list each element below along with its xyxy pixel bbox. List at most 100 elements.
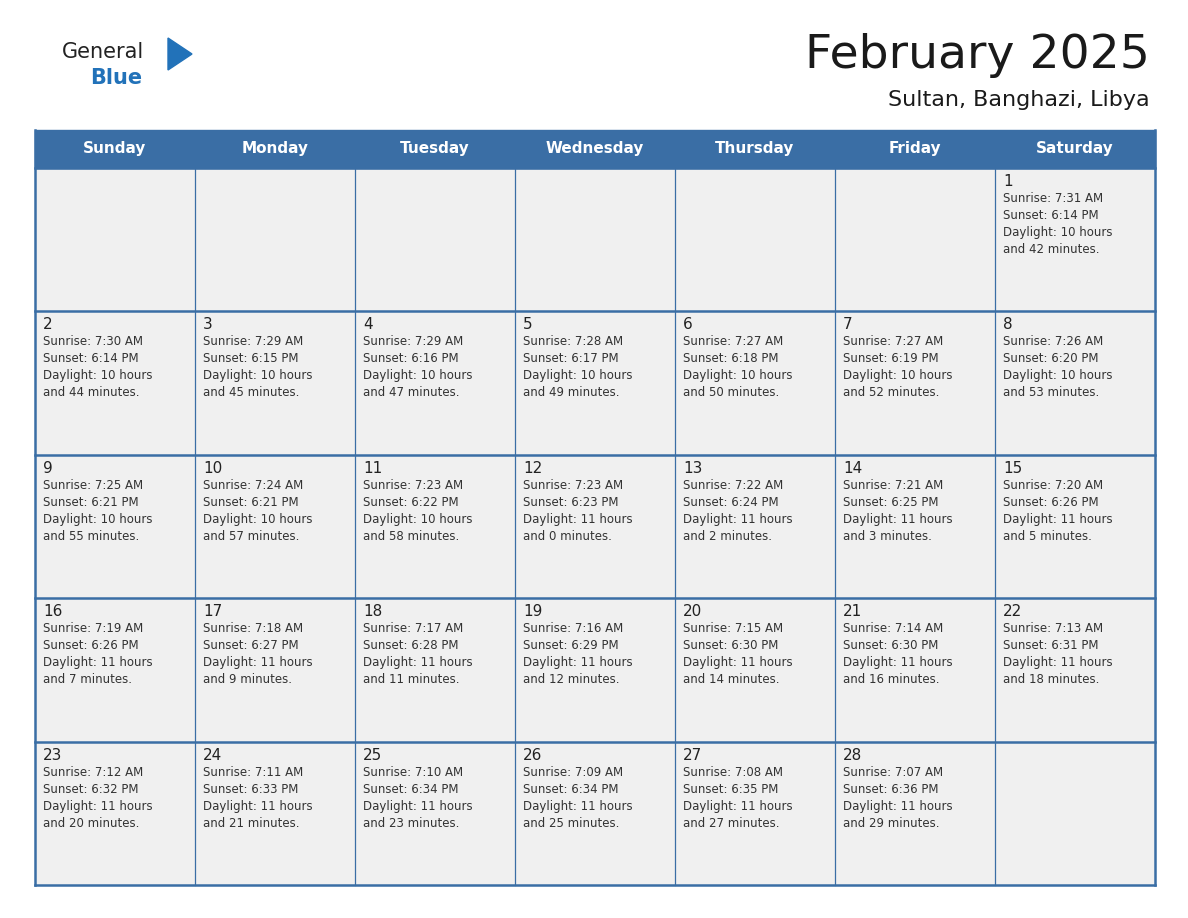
Text: Sunrise: 7:22 AM: Sunrise: 7:22 AM <box>683 479 783 492</box>
Text: 14: 14 <box>843 461 862 476</box>
Text: 9: 9 <box>43 461 52 476</box>
Text: and 45 minutes.: and 45 minutes. <box>203 386 299 399</box>
Text: 16: 16 <box>43 604 63 620</box>
Text: Sunrise: 7:19 AM: Sunrise: 7:19 AM <box>43 622 144 635</box>
Text: Sunset: 6:27 PM: Sunset: 6:27 PM <box>203 639 298 652</box>
Text: and 52 minutes.: and 52 minutes. <box>843 386 940 399</box>
Text: and 12 minutes.: and 12 minutes. <box>523 673 619 686</box>
Text: Sunrise: 7:27 AM: Sunrise: 7:27 AM <box>683 335 783 349</box>
Text: Thursday: Thursday <box>715 141 795 156</box>
Text: Sunrise: 7:17 AM: Sunrise: 7:17 AM <box>364 622 463 635</box>
Text: Sunset: 6:28 PM: Sunset: 6:28 PM <box>364 639 459 652</box>
Text: and 0 minutes.: and 0 minutes. <box>523 530 612 543</box>
Text: Daylight: 11 hours: Daylight: 11 hours <box>523 656 633 669</box>
Text: Sunrise: 7:21 AM: Sunrise: 7:21 AM <box>843 479 943 492</box>
Text: Daylight: 11 hours: Daylight: 11 hours <box>1003 513 1113 526</box>
Text: and 57 minutes.: and 57 minutes. <box>203 530 299 543</box>
Text: Sunset: 6:26 PM: Sunset: 6:26 PM <box>43 639 139 652</box>
Text: Sunset: 6:18 PM: Sunset: 6:18 PM <box>683 353 778 365</box>
Text: Tuesday: Tuesday <box>400 141 470 156</box>
Text: Daylight: 11 hours: Daylight: 11 hours <box>1003 656 1113 669</box>
Text: Sunrise: 7:10 AM: Sunrise: 7:10 AM <box>364 766 463 778</box>
Text: 21: 21 <box>843 604 862 620</box>
Text: 5: 5 <box>523 318 532 332</box>
Text: and 53 minutes.: and 53 minutes. <box>1003 386 1099 399</box>
Text: Daylight: 11 hours: Daylight: 11 hours <box>683 656 792 669</box>
Text: Daylight: 11 hours: Daylight: 11 hours <box>843 800 953 812</box>
Text: 8: 8 <box>1003 318 1012 332</box>
Bar <box>34 168 1155 311</box>
Text: Daylight: 10 hours: Daylight: 10 hours <box>364 369 473 383</box>
Text: 24: 24 <box>203 747 222 763</box>
Text: and 27 minutes.: and 27 minutes. <box>683 817 779 830</box>
Text: 3: 3 <box>203 318 213 332</box>
Text: Sunset: 6:31 PM: Sunset: 6:31 PM <box>1003 639 1099 652</box>
Text: and 14 minutes.: and 14 minutes. <box>683 673 779 686</box>
Text: 23: 23 <box>43 747 63 763</box>
Bar <box>34 742 1155 885</box>
Text: Sunset: 6:33 PM: Sunset: 6:33 PM <box>203 783 298 796</box>
Text: 1: 1 <box>1003 174 1012 189</box>
Text: Daylight: 10 hours: Daylight: 10 hours <box>843 369 953 383</box>
Text: Sunrise: 7:08 AM: Sunrise: 7:08 AM <box>683 766 783 778</box>
Text: 15: 15 <box>1003 461 1022 476</box>
Text: Sunset: 6:29 PM: Sunset: 6:29 PM <box>523 639 619 652</box>
Text: Sunset: 6:36 PM: Sunset: 6:36 PM <box>843 783 939 796</box>
Text: and 58 minutes.: and 58 minutes. <box>364 530 460 543</box>
Text: Sultan, Banghazi, Libya: Sultan, Banghazi, Libya <box>889 90 1150 110</box>
Text: and 16 minutes.: and 16 minutes. <box>843 673 940 686</box>
Text: Friday: Friday <box>889 141 941 156</box>
Text: 25: 25 <box>364 747 383 763</box>
Text: and 11 minutes.: and 11 minutes. <box>364 673 460 686</box>
Text: and 50 minutes.: and 50 minutes. <box>683 386 779 399</box>
Text: Sunset: 6:14 PM: Sunset: 6:14 PM <box>1003 209 1099 222</box>
Text: Sunset: 6:24 PM: Sunset: 6:24 PM <box>683 496 778 509</box>
Text: Sunrise: 7:09 AM: Sunrise: 7:09 AM <box>523 766 624 778</box>
Text: Sunset: 6:21 PM: Sunset: 6:21 PM <box>203 496 298 509</box>
Text: Blue: Blue <box>90 68 143 88</box>
Text: 6: 6 <box>683 318 693 332</box>
Text: Wednesday: Wednesday <box>545 141 644 156</box>
Text: 18: 18 <box>364 604 383 620</box>
Text: Sunrise: 7:15 AM: Sunrise: 7:15 AM <box>683 622 783 635</box>
Text: 28: 28 <box>843 747 862 763</box>
Text: Sunset: 6:30 PM: Sunset: 6:30 PM <box>843 639 939 652</box>
Text: 22: 22 <box>1003 604 1022 620</box>
Text: Daylight: 11 hours: Daylight: 11 hours <box>364 656 473 669</box>
Text: 20: 20 <box>683 604 702 620</box>
Text: Sunrise: 7:14 AM: Sunrise: 7:14 AM <box>843 622 943 635</box>
Text: Daylight: 10 hours: Daylight: 10 hours <box>43 369 152 383</box>
Text: Sunrise: 7:23 AM: Sunrise: 7:23 AM <box>523 479 624 492</box>
Text: Sunset: 6:34 PM: Sunset: 6:34 PM <box>364 783 459 796</box>
Text: Sunset: 6:26 PM: Sunset: 6:26 PM <box>1003 496 1099 509</box>
Bar <box>34 311 1155 454</box>
Text: Daylight: 11 hours: Daylight: 11 hours <box>43 800 152 812</box>
Text: Daylight: 11 hours: Daylight: 11 hours <box>203 800 312 812</box>
Text: Daylight: 11 hours: Daylight: 11 hours <box>683 800 792 812</box>
Text: Daylight: 11 hours: Daylight: 11 hours <box>523 513 633 526</box>
Text: and 2 minutes.: and 2 minutes. <box>683 530 772 543</box>
Text: and 9 minutes.: and 9 minutes. <box>203 673 292 686</box>
Text: Sunrise: 7:31 AM: Sunrise: 7:31 AM <box>1003 192 1104 205</box>
Text: 2: 2 <box>43 318 52 332</box>
Text: and 23 minutes.: and 23 minutes. <box>364 817 460 830</box>
Text: Daylight: 11 hours: Daylight: 11 hours <box>43 656 152 669</box>
Text: and 49 minutes.: and 49 minutes. <box>523 386 619 399</box>
Text: February 2025: February 2025 <box>805 32 1150 77</box>
Text: Daylight: 10 hours: Daylight: 10 hours <box>683 369 792 383</box>
Text: Daylight: 10 hours: Daylight: 10 hours <box>43 513 152 526</box>
Text: Sunrise: 7:27 AM: Sunrise: 7:27 AM <box>843 335 943 349</box>
Text: Sunrise: 7:12 AM: Sunrise: 7:12 AM <box>43 766 144 778</box>
Text: Daylight: 11 hours: Daylight: 11 hours <box>203 656 312 669</box>
Text: Sunset: 6:21 PM: Sunset: 6:21 PM <box>43 496 139 509</box>
Text: Sunrise: 7:23 AM: Sunrise: 7:23 AM <box>364 479 463 492</box>
Text: Daylight: 10 hours: Daylight: 10 hours <box>1003 369 1112 383</box>
Text: Sunrise: 7:18 AM: Sunrise: 7:18 AM <box>203 622 303 635</box>
Text: Daylight: 10 hours: Daylight: 10 hours <box>203 369 312 383</box>
Bar <box>34 130 1155 168</box>
Text: Sunset: 6:16 PM: Sunset: 6:16 PM <box>364 353 459 365</box>
Text: 26: 26 <box>523 747 543 763</box>
Text: 4: 4 <box>364 318 373 332</box>
Text: and 42 minutes.: and 42 minutes. <box>1003 243 1100 256</box>
Text: and 44 minutes.: and 44 minutes. <box>43 386 139 399</box>
